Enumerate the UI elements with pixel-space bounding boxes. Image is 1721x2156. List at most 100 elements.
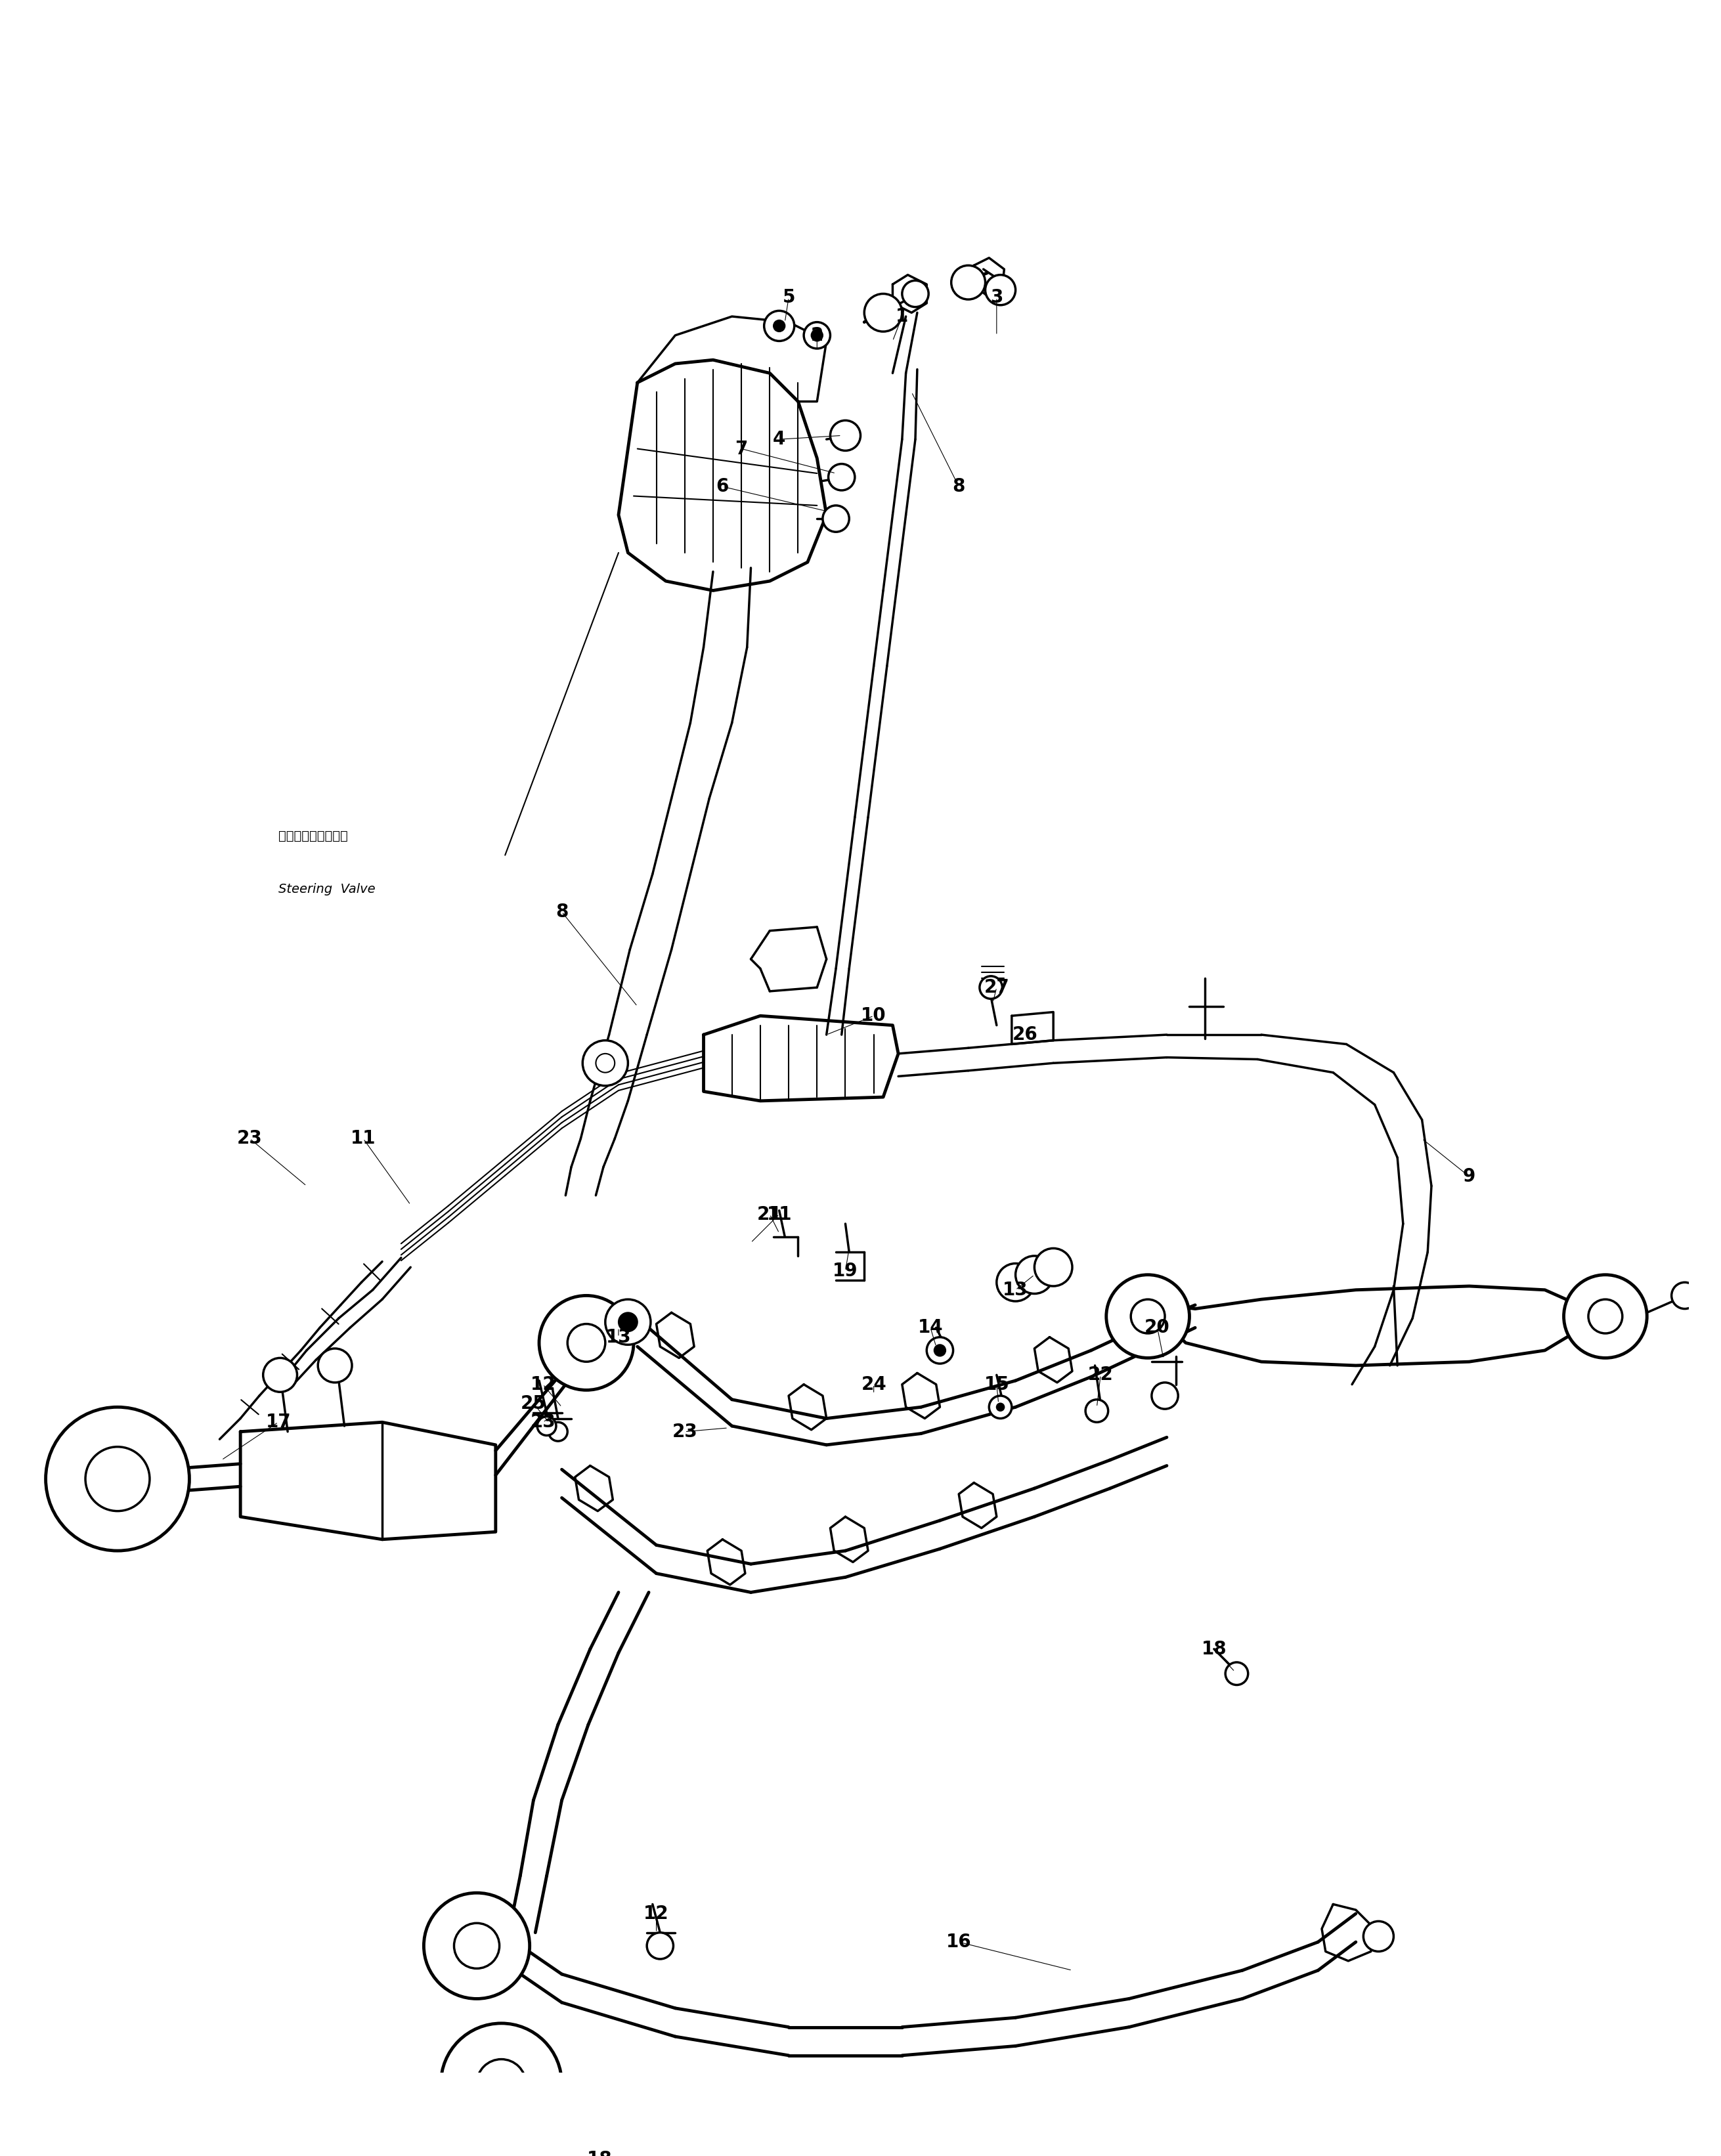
Text: 3: 3: [990, 289, 1003, 306]
Polygon shape: [1012, 1011, 1053, 1044]
Text: 10: 10: [860, 1007, 886, 1024]
Circle shape: [477, 2059, 527, 2109]
Text: 13: 13: [1003, 1281, 1027, 1300]
Circle shape: [935, 1345, 945, 1356]
Circle shape: [1107, 1274, 1189, 1358]
Text: 23: 23: [671, 1423, 697, 1440]
Text: 11: 11: [351, 1130, 375, 1147]
Circle shape: [1131, 1300, 1165, 1332]
Circle shape: [811, 330, 823, 341]
Circle shape: [441, 2022, 561, 2145]
Polygon shape: [1034, 1337, 1072, 1382]
Circle shape: [537, 1416, 556, 1436]
Circle shape: [773, 321, 785, 332]
Text: 2: 2: [811, 326, 823, 345]
Polygon shape: [656, 1313, 694, 1358]
Text: 17: 17: [265, 1412, 291, 1432]
Text: 12: 12: [644, 1904, 669, 1923]
Circle shape: [606, 1300, 651, 1345]
Text: 19: 19: [833, 1261, 859, 1281]
Text: 6: 6: [716, 476, 730, 496]
Circle shape: [828, 464, 855, 489]
Polygon shape: [902, 1373, 940, 1419]
Text: 1: 1: [895, 308, 909, 326]
Circle shape: [1086, 1399, 1108, 1423]
Polygon shape: [959, 1483, 996, 1529]
Text: 25: 25: [521, 1395, 546, 1412]
Circle shape: [902, 280, 929, 306]
Text: 20: 20: [1144, 1319, 1170, 1337]
Text: 21: 21: [757, 1205, 783, 1222]
Circle shape: [996, 1263, 1034, 1302]
Circle shape: [990, 1395, 1012, 1419]
Circle shape: [454, 1923, 499, 1968]
Circle shape: [1671, 1283, 1699, 1309]
Polygon shape: [618, 360, 826, 591]
Circle shape: [864, 293, 902, 332]
Circle shape: [609, 1302, 647, 1341]
Text: 9: 9: [1463, 1166, 1475, 1186]
Text: 26: 26: [1012, 1026, 1038, 1044]
Circle shape: [423, 1893, 530, 1999]
Circle shape: [804, 321, 830, 349]
Polygon shape: [575, 1466, 613, 1511]
Text: 27: 27: [984, 979, 1009, 996]
Circle shape: [46, 1408, 189, 1550]
Text: 16: 16: [947, 1932, 971, 1951]
Text: 11: 11: [766, 1205, 792, 1222]
Circle shape: [764, 310, 795, 341]
Text: 24: 24: [860, 1376, 886, 1393]
Text: 23: 23: [530, 1412, 556, 1432]
Text: 4: 4: [773, 429, 785, 448]
Circle shape: [583, 1041, 628, 1087]
Circle shape: [830, 420, 860, 451]
Circle shape: [539, 1296, 633, 1391]
Circle shape: [823, 505, 848, 533]
Circle shape: [595, 1054, 614, 1072]
Polygon shape: [704, 1015, 898, 1102]
Text: 7: 7: [735, 440, 747, 457]
Polygon shape: [788, 1384, 826, 1429]
Text: 18: 18: [587, 2150, 613, 2156]
Circle shape: [1363, 1921, 1394, 1951]
Polygon shape: [1167, 1287, 1583, 1365]
Circle shape: [620, 1315, 635, 1330]
Circle shape: [647, 1932, 673, 1960]
Text: 8: 8: [556, 903, 568, 921]
Text: 12: 12: [530, 1376, 556, 1393]
Text: Steering  Valve: Steering Valve: [279, 884, 375, 895]
Polygon shape: [893, 274, 926, 313]
Text: 22: 22: [1088, 1365, 1113, 1384]
Circle shape: [618, 1313, 637, 1332]
Circle shape: [1151, 1382, 1179, 1410]
Circle shape: [318, 1348, 353, 1382]
Text: 18: 18: [1201, 1641, 1227, 1658]
Text: 23: 23: [237, 1130, 263, 1147]
Text: 14: 14: [917, 1319, 943, 1337]
Circle shape: [996, 1404, 1003, 1410]
Circle shape: [986, 274, 1015, 306]
Circle shape: [1015, 1257, 1053, 1294]
Polygon shape: [637, 317, 826, 401]
Circle shape: [1588, 1300, 1623, 1332]
Polygon shape: [241, 1423, 496, 1539]
Circle shape: [568, 1324, 606, 1363]
Circle shape: [1225, 1662, 1248, 1686]
Circle shape: [549, 1423, 568, 1440]
Text: ステアリングバルブ: ステアリングバルブ: [279, 830, 348, 843]
Circle shape: [1564, 1274, 1647, 1358]
Polygon shape: [707, 1539, 745, 1585]
Circle shape: [263, 1358, 298, 1393]
Circle shape: [979, 977, 1002, 998]
Polygon shape: [830, 1516, 867, 1563]
Circle shape: [926, 1337, 953, 1363]
Text: 13: 13: [606, 1328, 632, 1345]
Polygon shape: [1322, 1904, 1375, 1962]
Polygon shape: [972, 259, 1003, 295]
Text: 5: 5: [783, 289, 795, 306]
Circle shape: [86, 1447, 150, 1511]
Text: 8: 8: [952, 476, 965, 496]
Circle shape: [952, 265, 986, 300]
Circle shape: [1034, 1248, 1072, 1287]
Text: 15: 15: [984, 1376, 1009, 1393]
